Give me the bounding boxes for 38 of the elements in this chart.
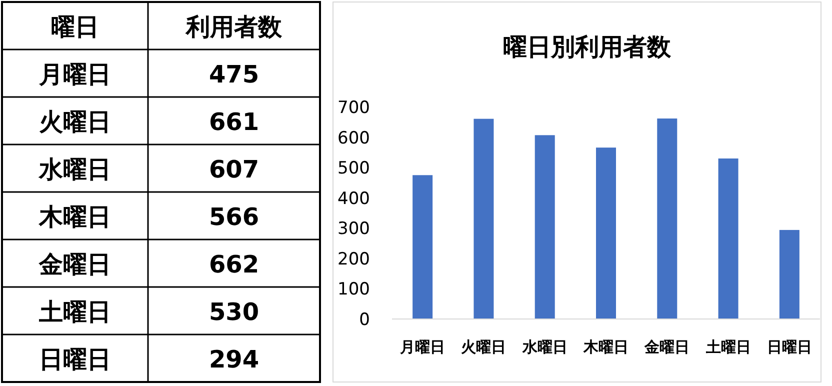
chart-title: 曜日別利用者数	[503, 33, 672, 61]
y-tick-label: 0	[359, 310, 370, 330]
y-tick-label: 300	[338, 219, 370, 240]
text: 月曜日	[38, 60, 111, 88]
x-tick-label: 水曜日	[521, 338, 568, 356]
x-tick-label: 月曜日	[399, 338, 446, 356]
y-tick-label: 700	[338, 98, 370, 118]
text: 566	[208, 202, 260, 231]
text: 661	[208, 108, 260, 136]
bar	[596, 148, 616, 319]
bar	[657, 118, 678, 319]
y-tick-label: 200	[338, 249, 370, 270]
text: 662	[208, 250, 260, 278]
text: 木曜日	[38, 202, 111, 231]
x-tick-label: 金曜日	[644, 338, 690, 356]
bar	[534, 135, 555, 319]
x-tick-label: 土曜日	[704, 338, 751, 356]
text: 607	[208, 155, 260, 184]
text: 利用者数	[185, 12, 283, 41]
y-tick-label: 500	[338, 158, 370, 179]
text: 475	[208, 60, 260, 88]
text: 曜日	[51, 12, 99, 41]
x-tick-label: 日曜日	[766, 338, 812, 356]
text: 水曜日	[38, 155, 111, 184]
text: 火曜日	[38, 108, 111, 136]
y-tick-label: 400	[338, 188, 370, 209]
bar	[718, 158, 738, 319]
y-tick-label: 100	[338, 280, 370, 300]
bar	[474, 118, 494, 319]
x-tick-label: 火曜日	[461, 338, 506, 356]
bar	[779, 230, 800, 319]
x-tick-label: 木曜日	[582, 338, 628, 356]
text: 530	[208, 298, 260, 326]
y-tick-label: 600	[338, 128, 370, 148]
text: 土曜日	[38, 298, 111, 326]
text: 294	[208, 345, 260, 374]
bar	[412, 175, 433, 319]
text: 金曜日	[38, 250, 111, 278]
